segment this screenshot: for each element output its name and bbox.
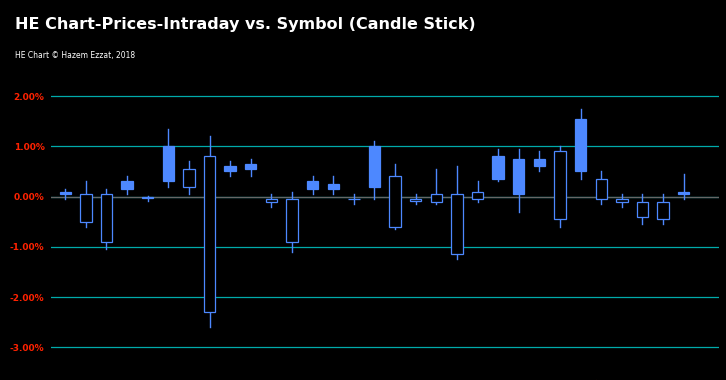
- Bar: [534, 159, 545, 166]
- Bar: [555, 151, 566, 219]
- Bar: [245, 164, 256, 169]
- Bar: [410, 199, 421, 201]
- Bar: [678, 192, 690, 194]
- Bar: [101, 194, 112, 242]
- Bar: [183, 169, 195, 187]
- Bar: [492, 157, 504, 179]
- Bar: [266, 199, 277, 202]
- Bar: [389, 176, 401, 227]
- Bar: [204, 157, 215, 312]
- Bar: [121, 182, 133, 189]
- Bar: [575, 119, 587, 171]
- Bar: [286, 199, 298, 242]
- Bar: [637, 202, 648, 217]
- Bar: [142, 196, 153, 198]
- Bar: [163, 146, 174, 182]
- Bar: [513, 159, 524, 194]
- Bar: [60, 192, 71, 194]
- Bar: [431, 194, 442, 202]
- Bar: [658, 202, 669, 219]
- Bar: [452, 194, 462, 254]
- Bar: [616, 199, 627, 202]
- Text: HE Chart © Hazem Ezzat, 2018: HE Chart © Hazem Ezzat, 2018: [15, 51, 134, 60]
- Bar: [307, 182, 318, 189]
- Bar: [80, 194, 91, 222]
- Bar: [472, 192, 484, 199]
- Bar: [369, 146, 380, 187]
- Bar: [327, 184, 339, 189]
- Bar: [224, 166, 236, 171]
- Text: HE Chart-Prices-Intraday vs. Symbol (Candle Stick): HE Chart-Prices-Intraday vs. Symbol (Can…: [15, 17, 475, 32]
- Bar: [595, 179, 607, 199]
